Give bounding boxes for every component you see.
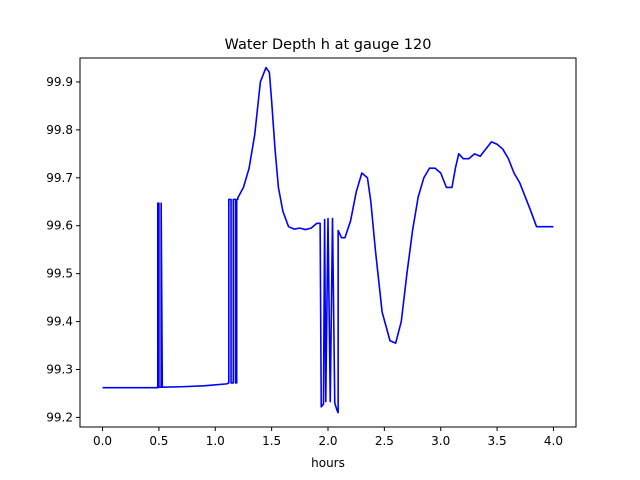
series-line-0 <box>102 66 554 414</box>
chart-title: Water Depth h at gauge 120 <box>225 37 432 53</box>
y-tick-label: 99.6 <box>46 219 73 233</box>
x-tick-label: 4.0 <box>544 434 563 448</box>
x-tick-label: 1.0 <box>206 434 225 448</box>
y-tick-label: 99.7 <box>46 171 73 185</box>
x-tick-label: 0.5 <box>149 434 168 448</box>
series-layer <box>102 66 554 414</box>
x-axis-label: hours <box>311 456 345 470</box>
x-axis-ticks: 0.0 0.5 1.0 1.5 2.0 2.5 3.0 3.5 4.0 <box>93 427 563 448</box>
x-tick-label: 3.5 <box>488 434 507 448</box>
x-tick-label: 2.5 <box>375 434 394 448</box>
x-tick-label: 2.0 <box>318 434 337 448</box>
y-axis-ticks: 99.2 99.3 99.4 99.5 99.6 99.7 99.8 99.9 <box>46 75 80 424</box>
y-tick-label: 99.8 <box>46 123 73 137</box>
x-tick-label: 3.0 <box>431 434 450 448</box>
x-tick-label: 1.5 <box>262 434 281 448</box>
x-tick-label: 0.0 <box>93 434 112 448</box>
y-tick-label: 99.9 <box>46 75 73 89</box>
y-tick-label: 99.5 <box>46 267 73 281</box>
y-tick-label: 99.2 <box>46 410 73 424</box>
y-tick-label: 99.4 <box>46 315 73 329</box>
y-tick-label: 99.3 <box>46 362 73 376</box>
